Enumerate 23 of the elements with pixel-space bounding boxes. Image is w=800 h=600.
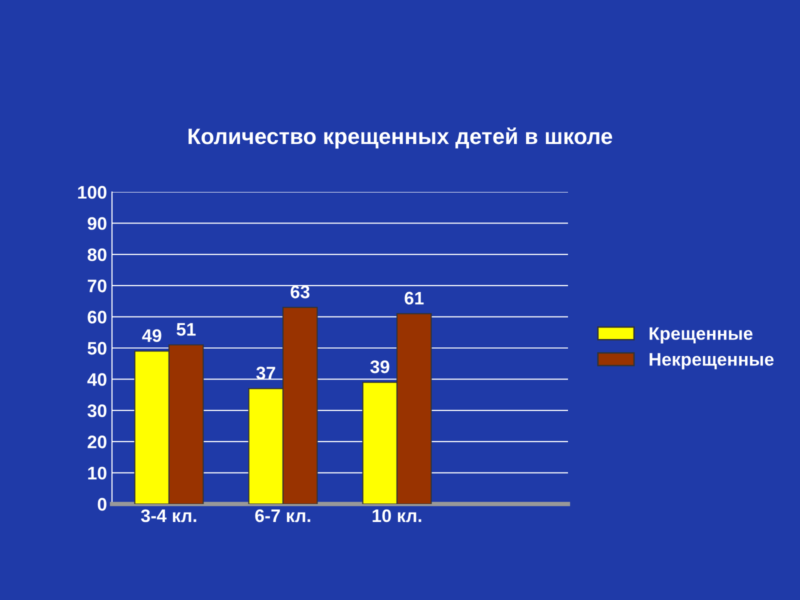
- y-tick-label: 60: [88, 310, 106, 324]
- data-label: 61: [404, 292, 424, 305]
- y-tick-label: 100: [78, 186, 106, 199]
- legend-label: Некрещенные: [650, 353, 774, 370]
- y-tick-label: 40: [87, 373, 106, 386]
- x-tick-label: 10 кл.: [372, 509, 422, 522]
- legend-label: Крещенные: [650, 327, 753, 344]
- y-tick-label: 20: [88, 436, 106, 448]
- data-label: 63: [290, 286, 310, 298]
- x-tick-label: 3-4 кл.: [140, 509, 196, 522]
- data-label: 39: [370, 360, 390, 374]
- y-tick-label: 90: [88, 217, 106, 230]
- y-tick-label: 80: [88, 248, 106, 262]
- y-tick-label: 30: [87, 404, 106, 418]
- y-tick-label: 0: [98, 498, 106, 511]
- data-label: 49: [142, 329, 162, 342]
- chart-title: Количество крещенных детей в школе: [188, 127, 612, 149]
- x-tick-label: 6-7 кл.: [255, 509, 310, 522]
- data-label: 37: [256, 366, 276, 380]
- y-tick-label: 70: [88, 280, 106, 292]
- y-tick-label: 10: [88, 466, 106, 480]
- data-label: 51: [176, 323, 196, 336]
- y-tick-label: 50: [88, 342, 106, 355]
